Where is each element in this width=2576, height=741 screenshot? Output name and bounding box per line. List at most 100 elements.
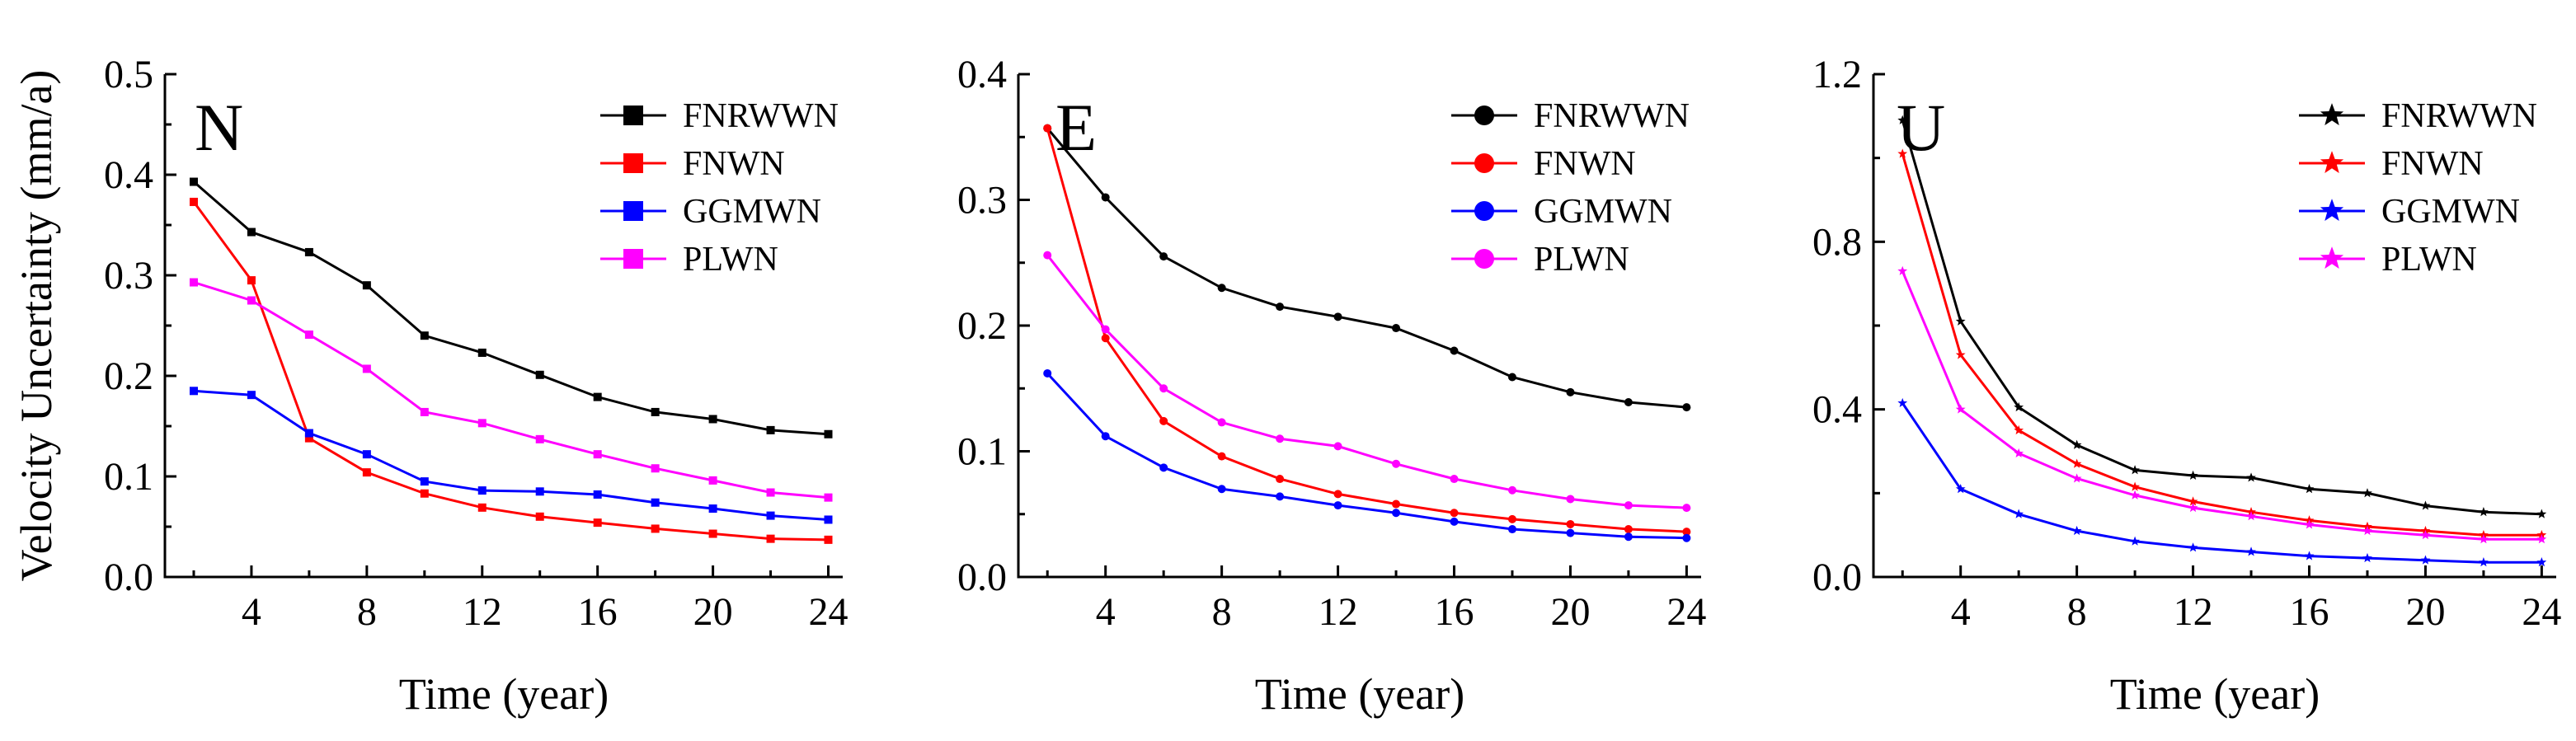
- data-point: [1507, 514, 1516, 523]
- y-tick-label: 0.4: [104, 153, 153, 197]
- data-point: [1450, 517, 1459, 526]
- data-point: [189, 278, 198, 287]
- y-tick-label: 0.2: [104, 354, 153, 398]
- data-point: [766, 511, 775, 520]
- data-point: [2246, 472, 2256, 482]
- data-point: [766, 488, 775, 497]
- data-point: [189, 177, 198, 186]
- data-point: [651, 498, 660, 507]
- data-point: [1333, 501, 1342, 510]
- legend-marker: [1474, 106, 1494, 125]
- data-point: [2304, 519, 2315, 529]
- y-tick-label: 0.0: [1812, 556, 1862, 599]
- data-point: [1450, 509, 1459, 518]
- data-point: [1566, 528, 1575, 537]
- x-tick-label: 8: [2067, 590, 2087, 634]
- data-point: [247, 296, 256, 305]
- data-point: [2304, 551, 2315, 560]
- x-tick-label: 20: [693, 590, 733, 634]
- series-ggmwn: [189, 387, 833, 524]
- data-point: [477, 348, 487, 357]
- data-point: [304, 429, 313, 438]
- legend-label: FNRWWN: [683, 97, 839, 135]
- data-point: [535, 434, 544, 443]
- data-point: [2420, 529, 2431, 540]
- y-tick-label: 0.1: [104, 455, 153, 499]
- data-point: [2246, 546, 2256, 556]
- data-point: [1392, 324, 1401, 333]
- data-point: [2362, 525, 2372, 536]
- data-point: [1897, 148, 1908, 158]
- legend-label: FNWN: [2381, 145, 2484, 183]
- legend-label: PLWN: [683, 241, 778, 279]
- legend-marker: [1474, 249, 1494, 269]
- data-point: [2014, 448, 2024, 458]
- y-tick-label: 0.0: [104, 556, 153, 599]
- series-line: [193, 389, 829, 521]
- series-fnrwwn: [1897, 115, 2547, 518]
- data-point: [2479, 557, 2489, 567]
- data-point: [477, 503, 487, 512]
- data-point: [420, 331, 429, 340]
- series-line: [1901, 270, 2542, 541]
- data-point: [1507, 485, 1516, 495]
- data-point: [2362, 488, 2372, 498]
- data-point: [593, 450, 602, 459]
- data-point: [535, 487, 544, 496]
- data-point: [1276, 492, 1285, 501]
- legend-marker: [623, 201, 643, 221]
- data-point: [362, 281, 371, 290]
- y-tick-label: 0.3: [957, 179, 1007, 223]
- data-point: [1043, 251, 1052, 260]
- data-point: [1955, 316, 1966, 326]
- x-axis-label: Time (year): [399, 669, 609, 719]
- y-tick-label: 0.4: [957, 53, 1007, 96]
- data-point: [1217, 485, 1226, 494]
- data-point: [2536, 557, 2547, 567]
- data-point: [1276, 302, 1285, 312]
- data-point: [1566, 387, 1575, 396]
- legend: FNRWWN FNWN GGMWN PLWN: [1451, 97, 1690, 279]
- data-point: [362, 450, 371, 459]
- data-point: [1217, 284, 1226, 293]
- data-point: [2071, 525, 2082, 536]
- x-tick-label: 20: [1550, 590, 1590, 634]
- data-point: [766, 534, 775, 543]
- data-point: [1682, 528, 1691, 537]
- data-point: [420, 477, 429, 486]
- x-tick-label: 16: [1435, 590, 1474, 634]
- data-point: [1159, 416, 1168, 425]
- data-point: [1101, 334, 1110, 343]
- data-point: [2188, 470, 2198, 480]
- x-tick-label: 4: [1096, 590, 1116, 634]
- data-point: [2362, 552, 2372, 563]
- series-fnrwwn: [189, 177, 833, 439]
- legend-label: PLWN: [2381, 241, 2477, 279]
- data-point: [362, 468, 371, 477]
- x-tick-label: 12: [1319, 590, 1358, 634]
- data-point: [1624, 525, 1633, 534]
- data-point: [766, 425, 775, 434]
- legend-label: FNRWWN: [1534, 97, 1690, 135]
- data-point: [593, 490, 602, 499]
- data-point: [189, 387, 198, 396]
- data-point: [1682, 403, 1691, 412]
- data-point: [2188, 502, 2198, 513]
- series-line: [193, 281, 829, 499]
- series-line: [1901, 120, 2542, 516]
- legend-marker: [1474, 153, 1494, 173]
- x-tick-label: 24: [1666, 590, 1706, 634]
- chart-panel-n: 0.0 0.1 0.2 0.3 0.4 0.5 4 8 12 16 20 24 Time (year) N…: [104, 53, 848, 719]
- legend-label: GGMWN: [1534, 193, 1672, 231]
- data-point: [535, 370, 544, 379]
- chart-panels: 0.0 0.1 0.2 0.3 0.4 0.5 4 8 12 16 20 24 Time (year) N…: [104, 53, 2561, 719]
- x-axis-label: Time (year): [1255, 669, 1464, 719]
- data-point: [708, 476, 717, 485]
- x-tick-label: 12: [463, 590, 502, 634]
- data-point: [1955, 349, 1966, 359]
- data-point: [1955, 484, 1966, 494]
- series-line: [193, 181, 829, 436]
- data-point: [651, 407, 660, 416]
